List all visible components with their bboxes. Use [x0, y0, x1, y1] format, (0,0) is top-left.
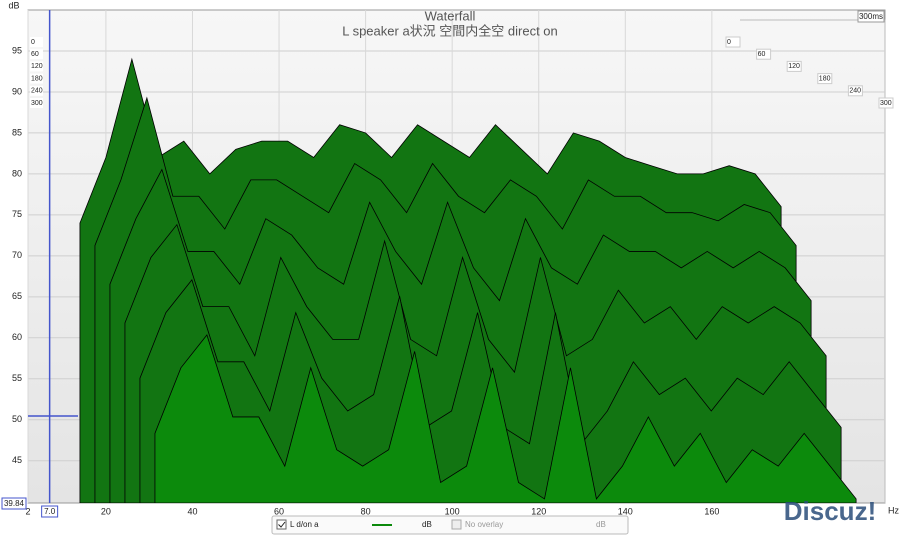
- x-tick-label: 20: [101, 506, 111, 516]
- overlay-checkbox[interactable]: [451, 519, 462, 530]
- time-axis-label: 300ms: [859, 12, 883, 21]
- x-tick-label: 40: [187, 506, 197, 516]
- x-tick-label: 140: [618, 506, 633, 516]
- time-tick-box: [30, 85, 43, 96]
- time-tick-box: [30, 98, 43, 108]
- x-tick-label: 160: [704, 506, 719, 516]
- time-tick-box: [30, 37, 43, 47]
- time-tick-box: [725, 36, 741, 48]
- time-tick-box: [786, 60, 802, 72]
- legend-unit: dB: [422, 520, 432, 529]
- cursor-y-label: 39.84: [4, 499, 25, 508]
- time-tick-box: [30, 61, 43, 72]
- legend-checkbox[interactable]: [276, 519, 287, 530]
- legend-box: [271, 515, 629, 535]
- y-tick-label: 50: [12, 414, 22, 424]
- overlay-entry: No overlay: [465, 520, 503, 529]
- watermark: Discuz!: [784, 496, 876, 526]
- time-tick-box: [878, 97, 894, 109]
- y-tick-label: 60: [12, 332, 22, 342]
- time-tick-label: 300: [880, 100, 892, 107]
- chart-title: Waterfall: [425, 8, 476, 23]
- x-tick-label: 120: [531, 506, 546, 516]
- cursor-x-box: [41, 505, 59, 518]
- x-tick-label: 80: [361, 506, 371, 516]
- y-tick-label: 80: [12, 168, 22, 178]
- chart-subtitle: L speaker a状況 空間内全空 direct on: [342, 23, 558, 38]
- time-tick-label: 60: [31, 51, 39, 58]
- y-tick-label: 75: [12, 209, 22, 219]
- time-tick-box: [847, 85, 863, 97]
- cursor-x-label: 7.0: [44, 507, 56, 516]
- x-axis-unit: Hz: [888, 505, 899, 515]
- time-tick-label: 60: [758, 51, 766, 58]
- time-tick-label: 300: [31, 100, 43, 107]
- x-tick-label: 100: [445, 506, 460, 516]
- back-wall: [740, 19, 886, 503]
- y-tick-label: 45: [12, 455, 22, 465]
- time-label-box: [857, 10, 885, 23]
- cursor-y-box: [1, 497, 27, 510]
- time-tick-label: 240: [849, 88, 861, 95]
- overlay-unit: dB: [596, 520, 606, 529]
- time-tick-label: 120: [31, 63, 43, 70]
- x-tick-label: 2: [25, 506, 30, 516]
- y-tick-label: 70: [12, 250, 22, 260]
- y-tick-label: 95: [12, 45, 22, 55]
- y-tick-label: 85: [12, 127, 22, 137]
- time-tick-label: 180: [31, 75, 43, 82]
- time-tick-box: [30, 73, 43, 84]
- legend-entry: L d/on a: [290, 520, 319, 529]
- time-tick-label: 120: [788, 63, 800, 70]
- check-mark: [278, 521, 286, 528]
- time-tick-label: 0: [31, 39, 35, 46]
- time-tick-label: 240: [31, 88, 43, 95]
- x-tick-label: 60: [274, 506, 284, 516]
- time-tick-box: [817, 73, 833, 85]
- y-axis-label: dB: [8, 0, 19, 10]
- waterfall-slice: [154, 334, 857, 503]
- y-tick-label: 55: [12, 373, 22, 383]
- time-tick-box: [756, 48, 772, 60]
- time-tick-label: 0: [727, 39, 731, 46]
- time-tick-label: 180: [819, 75, 831, 82]
- y-tick-label: 65: [12, 291, 22, 301]
- time-tick-box: [30, 49, 43, 60]
- y-tick-label: 90: [12, 86, 22, 96]
